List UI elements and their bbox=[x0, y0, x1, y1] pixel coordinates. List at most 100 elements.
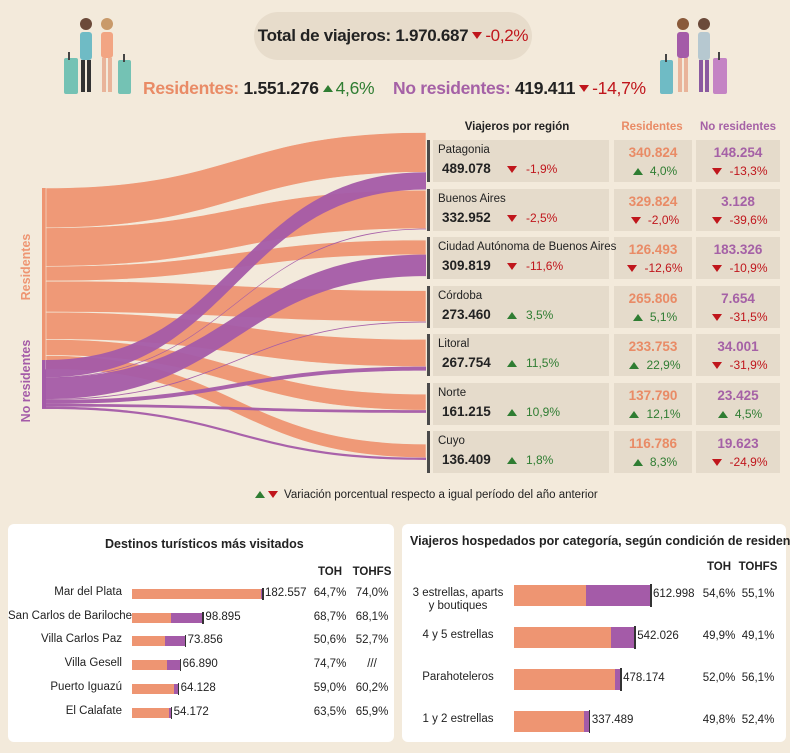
nonresidents-summary: No residentes: 419.411 -14,7% bbox=[393, 78, 646, 99]
bar-value-label: 54.172 bbox=[173, 705, 209, 718]
residents-bar-segment bbox=[514, 627, 612, 648]
nonresidents-flow-ciudad-aut-noma-de-buenos-aires bbox=[46, 254, 426, 400]
down-arrow-icon bbox=[507, 165, 517, 173]
tohfs-value: 52,7% bbox=[355, 634, 389, 647]
residents-summary: Residentes: 1.551.276 4,6% bbox=[143, 78, 375, 99]
region-cell-bg bbox=[433, 140, 609, 182]
bar-category-label: Villa Gesell bbox=[64, 657, 122, 670]
toh-value: 54,6% bbox=[702, 588, 736, 600]
nonresidents-value: 7.654 bbox=[721, 291, 755, 306]
tohfs-value: 74,0% bbox=[355, 587, 389, 599]
up-arrow-icon bbox=[629, 410, 640, 418]
region-total: 136.409 bbox=[442, 452, 491, 467]
residents-value: 137.790 bbox=[628, 388, 678, 403]
region-name: Ciudad Autónoma de Buenos Aires bbox=[438, 241, 617, 253]
down-arrow-icon bbox=[712, 216, 723, 224]
tohfs-value: 56,1% bbox=[741, 672, 775, 684]
nonresidents-bar-segment bbox=[586, 585, 650, 606]
nonresidents-bar-segment bbox=[170, 612, 203, 623]
residents-cell-bg bbox=[614, 383, 692, 425]
residents-value: 233.753 bbox=[628, 339, 678, 354]
residents-value: 126.493 bbox=[628, 242, 678, 257]
top-destinations-panel: Destinos turísticos más visitados TOH TO… bbox=[8, 524, 394, 742]
bar-end-marker bbox=[634, 626, 636, 649]
up-arrow-icon bbox=[632, 313, 643, 321]
region-variation: -1,9% bbox=[503, 162, 557, 176]
bar-end-marker bbox=[177, 682, 180, 695]
up-arrow-icon bbox=[507, 359, 517, 367]
nonresidents-variation: -31,9% bbox=[696, 358, 780, 372]
region-variation: 10,9% bbox=[503, 405, 560, 419]
residents-variation-value: 12,1% bbox=[646, 407, 681, 421]
bar-value-label: 337.489 bbox=[591, 714, 634, 726]
residents-value: 340.824 bbox=[628, 145, 678, 160]
nonresidents-value: 34.001 bbox=[717, 339, 759, 354]
toh-value: 74,7% bbox=[313, 658, 347, 671]
nonresidents-variation: -14,7% bbox=[592, 78, 646, 98]
region-name: Córdoba bbox=[438, 290, 483, 302]
residents-variation-value: 22,9% bbox=[646, 358, 681, 372]
nonresidents-flow-buenos-aires bbox=[46, 228, 426, 379]
residents-flow-ciudad-aut-noma-de-buenos-aires bbox=[45, 239, 427, 282]
total-value: 1.970.687 bbox=[395, 26, 469, 45]
down-arrow-icon bbox=[712, 313, 723, 321]
nonresidents-variation: -10,9% bbox=[696, 261, 780, 275]
nonresidents-variation-value: -13,3% bbox=[729, 164, 768, 178]
nonresidents-cell-bg bbox=[696, 334, 780, 376]
nonresidents-label: No residentes: bbox=[393, 78, 511, 98]
tohfs-value: 52,4% bbox=[741, 714, 775, 726]
region-variation: 3,5% bbox=[503, 308, 553, 322]
residents-value: 116.786 bbox=[628, 436, 678, 451]
nonresidents-cell-bg bbox=[696, 140, 780, 182]
residents-bar-segment bbox=[132, 683, 174, 694]
bar-value-label: 98.895 bbox=[205, 610, 241, 623]
region-variation-value: -2,5% bbox=[526, 211, 558, 225]
residents-bar-segment bbox=[132, 612, 171, 623]
nonresidents-bar-segment bbox=[173, 683, 178, 694]
down-arrow-icon bbox=[507, 214, 517, 222]
residents-variation: 12,1% bbox=[614, 407, 692, 421]
region-cell-bg bbox=[433, 189, 609, 231]
residents-bar-segment bbox=[132, 660, 168, 671]
toh-value: 59,0% bbox=[313, 681, 347, 694]
nonresidents-value: 19.623 bbox=[717, 436, 759, 451]
up-arrow-icon bbox=[717, 410, 728, 418]
region-variation-value: 11,5% bbox=[526, 356, 560, 370]
tohfs-value: 55,1% bbox=[741, 588, 775, 600]
bar-end-marker bbox=[170, 706, 173, 719]
nonresidents-value: 148.254 bbox=[713, 145, 763, 160]
nonresidents-variation-value: -10,9% bbox=[729, 261, 768, 275]
residents-cell-bg bbox=[614, 431, 692, 473]
tohfs-value: /// bbox=[367, 658, 377, 671]
toh-value: 52,0% bbox=[702, 672, 736, 684]
nonresidents-bar-segment bbox=[611, 627, 635, 648]
bar-category-label: 4 y 5 estrellas bbox=[422, 629, 494, 641]
nonresidents-flow-norte bbox=[46, 403, 426, 413]
bar-category-label: Parahoteleros bbox=[422, 671, 494, 683]
nonresidents-bar-segment bbox=[169, 707, 171, 718]
tohfs-value: 65,9% bbox=[355, 705, 389, 718]
tohfs-value: 60,2% bbox=[355, 681, 389, 694]
nonresidents-variation-value: -39,6% bbox=[729, 213, 768, 227]
nonresidents-variation-value: -31,9% bbox=[729, 358, 768, 372]
residents-value: 1.551.276 bbox=[243, 78, 319, 98]
residents-cell-bg bbox=[614, 286, 692, 328]
bar-value-label: 64.128 bbox=[180, 681, 216, 694]
variation-legend: Variación porcentual respecto a igual pe… bbox=[255, 489, 598, 501]
region-column-header: Viajeros por región bbox=[464, 121, 570, 133]
bar-value-label: 542.026 bbox=[637, 630, 679, 642]
bar-category-label: 1 y 2 estrellas bbox=[422, 713, 494, 725]
residents-variation-value: -2,0% bbox=[647, 213, 680, 227]
down-arrow-icon bbox=[579, 85, 590, 93]
residents-cell-bg bbox=[614, 237, 692, 279]
residents-label: Residentes: bbox=[143, 78, 239, 98]
nonresidents-bar-segment bbox=[614, 669, 621, 690]
up-arrow-icon bbox=[255, 490, 265, 498]
residents-bar-segment bbox=[132, 589, 261, 599]
region-node-bar bbox=[427, 286, 430, 328]
up-arrow-icon bbox=[507, 408, 517, 416]
region-variation-value: 3,5% bbox=[526, 308, 554, 322]
region-cell-bg bbox=[433, 383, 609, 425]
toh-value: 63,5% bbox=[313, 705, 347, 718]
residents-value: 329.824 bbox=[628, 194, 678, 209]
